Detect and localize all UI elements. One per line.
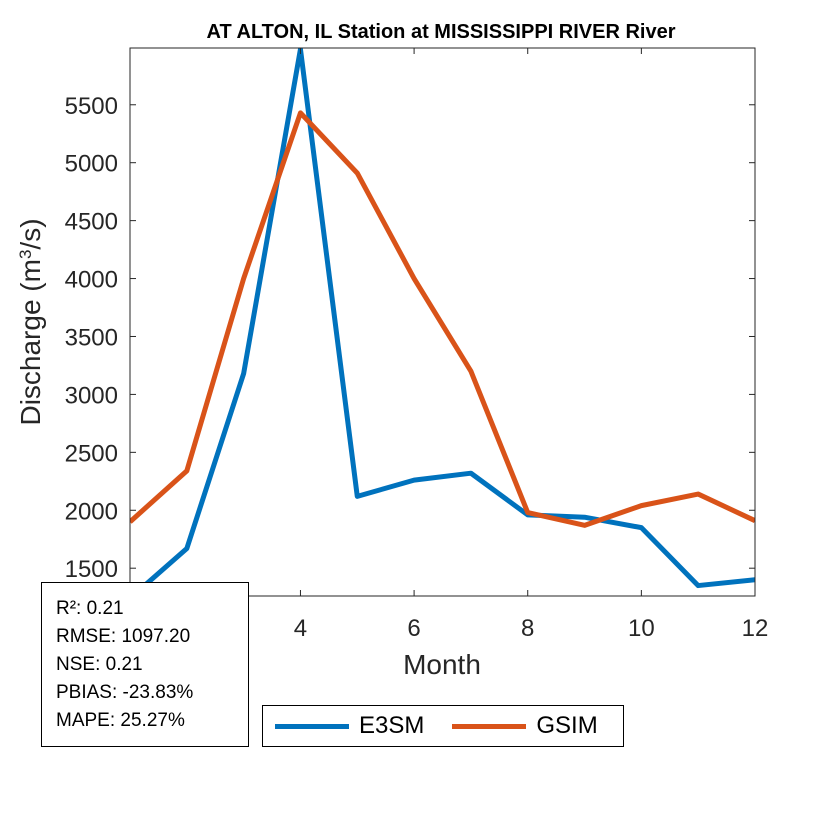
y-axis-label-tail: /s) [15, 218, 46, 249]
stat-nse: NSE: 0.21 [56, 654, 143, 675]
stat-rmse: RMSE: 1097.20 [56, 626, 191, 647]
y-axis-label-sup: 3 [16, 250, 35, 259]
plot-area-frame [129, 47, 756, 597]
x-tick-label: 8 [521, 615, 534, 642]
legend-swatch-e3sm [275, 723, 349, 729]
ticks-layer: 4 6 8 10 12 1500 2000 2500 3000 3500 4000 4500 5000 5… [65, 48, 769, 642]
x-axis-label: Month [403, 649, 481, 680]
y-tick-label: 1500 [65, 556, 118, 583]
stat-r2: R²: 0.21 [56, 598, 124, 619]
stat-pbias: PBIAS: -23.83% [56, 682, 194, 703]
legend-item-e3sm: E3SM [263, 712, 424, 740]
y-tick-label: 2500 [65, 440, 118, 467]
y-tick-label: 5500 [65, 93, 118, 120]
legend: E3SM GSIM [262, 705, 624, 747]
y-axis-label: Discharge (m3/s) [15, 218, 46, 425]
y-tick-label: 4500 [65, 209, 118, 236]
x-tick-label: 4 [294, 615, 307, 642]
x-tick-label: 6 [407, 615, 420, 642]
y-tick-label: 3000 [65, 382, 118, 409]
x-tick-label: 10 [628, 615, 655, 642]
y-tick-label: 3500 [65, 324, 118, 351]
chart-title: AT ALTON, IL Station at MISSISSIPPI RIVE… [207, 21, 676, 43]
y-tick-label: 4000 [65, 267, 118, 294]
series-line-e3sm [130, 48, 755, 596]
legend-swatch-gsim [452, 723, 527, 729]
statistics-box: R²: 0.21 RMSE: 1097.20 NSE: 0.21 PBIAS: … [41, 582, 249, 747]
legend-label-e3sm: E3SM [359, 712, 425, 739]
legend-item-gsim: GSIM [440, 712, 598, 740]
y-tick-label: 5000 [65, 151, 118, 178]
series-layer [130, 48, 755, 596]
legend-label-gsim: GSIM [536, 712, 598, 739]
stat-mape: MAPE: 25.27% [56, 710, 185, 731]
x-tick-label: 12 [742, 615, 769, 642]
y-tick-label: 2000 [65, 498, 118, 525]
series-line-gsim [130, 110, 755, 528]
y-axis-label-base: Discharge (m [15, 259, 46, 425]
